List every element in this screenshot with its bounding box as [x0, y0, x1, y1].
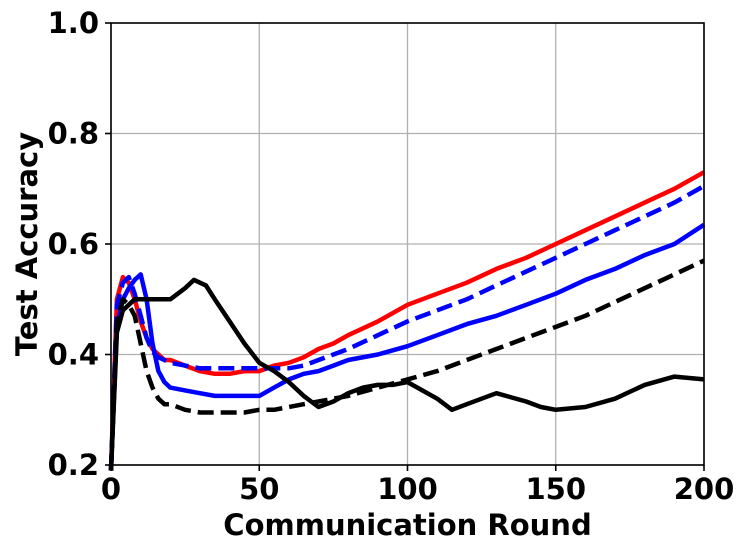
x-tick-label: 200 — [674, 472, 735, 506]
y-tick-label: 0.8 — [48, 117, 99, 151]
series-line-3 — [108, 222, 706, 471]
x-axis-label: Communication Round — [223, 508, 591, 542]
y-tick-label: 0.2 — [48, 448, 99, 482]
y-axis-label: Test Accuracy — [10, 132, 44, 356]
series-line-5 — [108, 277, 705, 471]
series-lines — [108, 170, 706, 471]
x-tick-label: 100 — [377, 472, 438, 506]
x-tick-label: 0 — [101, 472, 121, 506]
axis-ticks: 0 50 100 150 200 0.2 0.4 0.6 0.8 1.0 — [48, 6, 735, 506]
y-tick-label: 0.6 — [48, 227, 99, 261]
x-tick-label: 150 — [525, 472, 586, 506]
y-tick-label: 1.0 — [48, 6, 99, 40]
y-tick-label: 0.4 — [48, 338, 99, 372]
series-line-2 — [108, 184, 706, 471]
x-tick-label: 50 — [239, 472, 279, 506]
series-line-4 — [108, 258, 705, 471]
